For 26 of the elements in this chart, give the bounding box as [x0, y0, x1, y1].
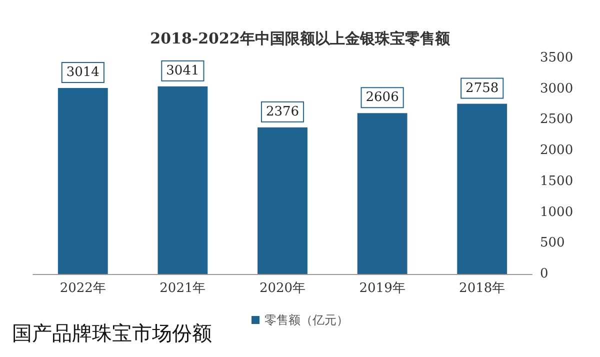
x-tick-label: 2021年: [160, 281, 206, 296]
bar: [457, 104, 508, 274]
data-label: 3014: [66, 64, 100, 80]
data-label: 3041: [166, 63, 200, 78]
x-tick-label: 2019年: [359, 281, 406, 296]
y-tick-label: 2000: [540, 143, 574, 158]
y-tick-label: 3000: [540, 81, 574, 96]
x-tick-label: 2020年: [259, 281, 306, 296]
x-tick-label: 2018年: [459, 281, 506, 296]
text: 国产品牌珠宝市场份额: [12, 321, 212, 345]
data-label: 2376: [266, 104, 300, 120]
bar: [58, 88, 108, 274]
legend-label: 零售额（亿元）: [264, 313, 348, 327]
data-label: 2758: [466, 80, 499, 96]
y-tick-label: 1500: [540, 174, 574, 189]
bar: [357, 113, 408, 274]
bar: [258, 127, 308, 274]
y-tick-label: 1000: [540, 204, 574, 220]
x-tick-label: 2022年: [60, 281, 106, 296]
chart-title: 2018-2022年中国限额以上金银珠宝零售额: [150, 30, 451, 48]
y-tick-label: 500: [540, 236, 565, 251]
data-label: 2606: [366, 90, 399, 106]
y-tick-label: 0: [540, 266, 548, 282]
bar: [158, 86, 208, 274]
y-tick-label: 2500: [540, 112, 574, 128]
y-tick-label: 3500: [540, 50, 574, 66]
